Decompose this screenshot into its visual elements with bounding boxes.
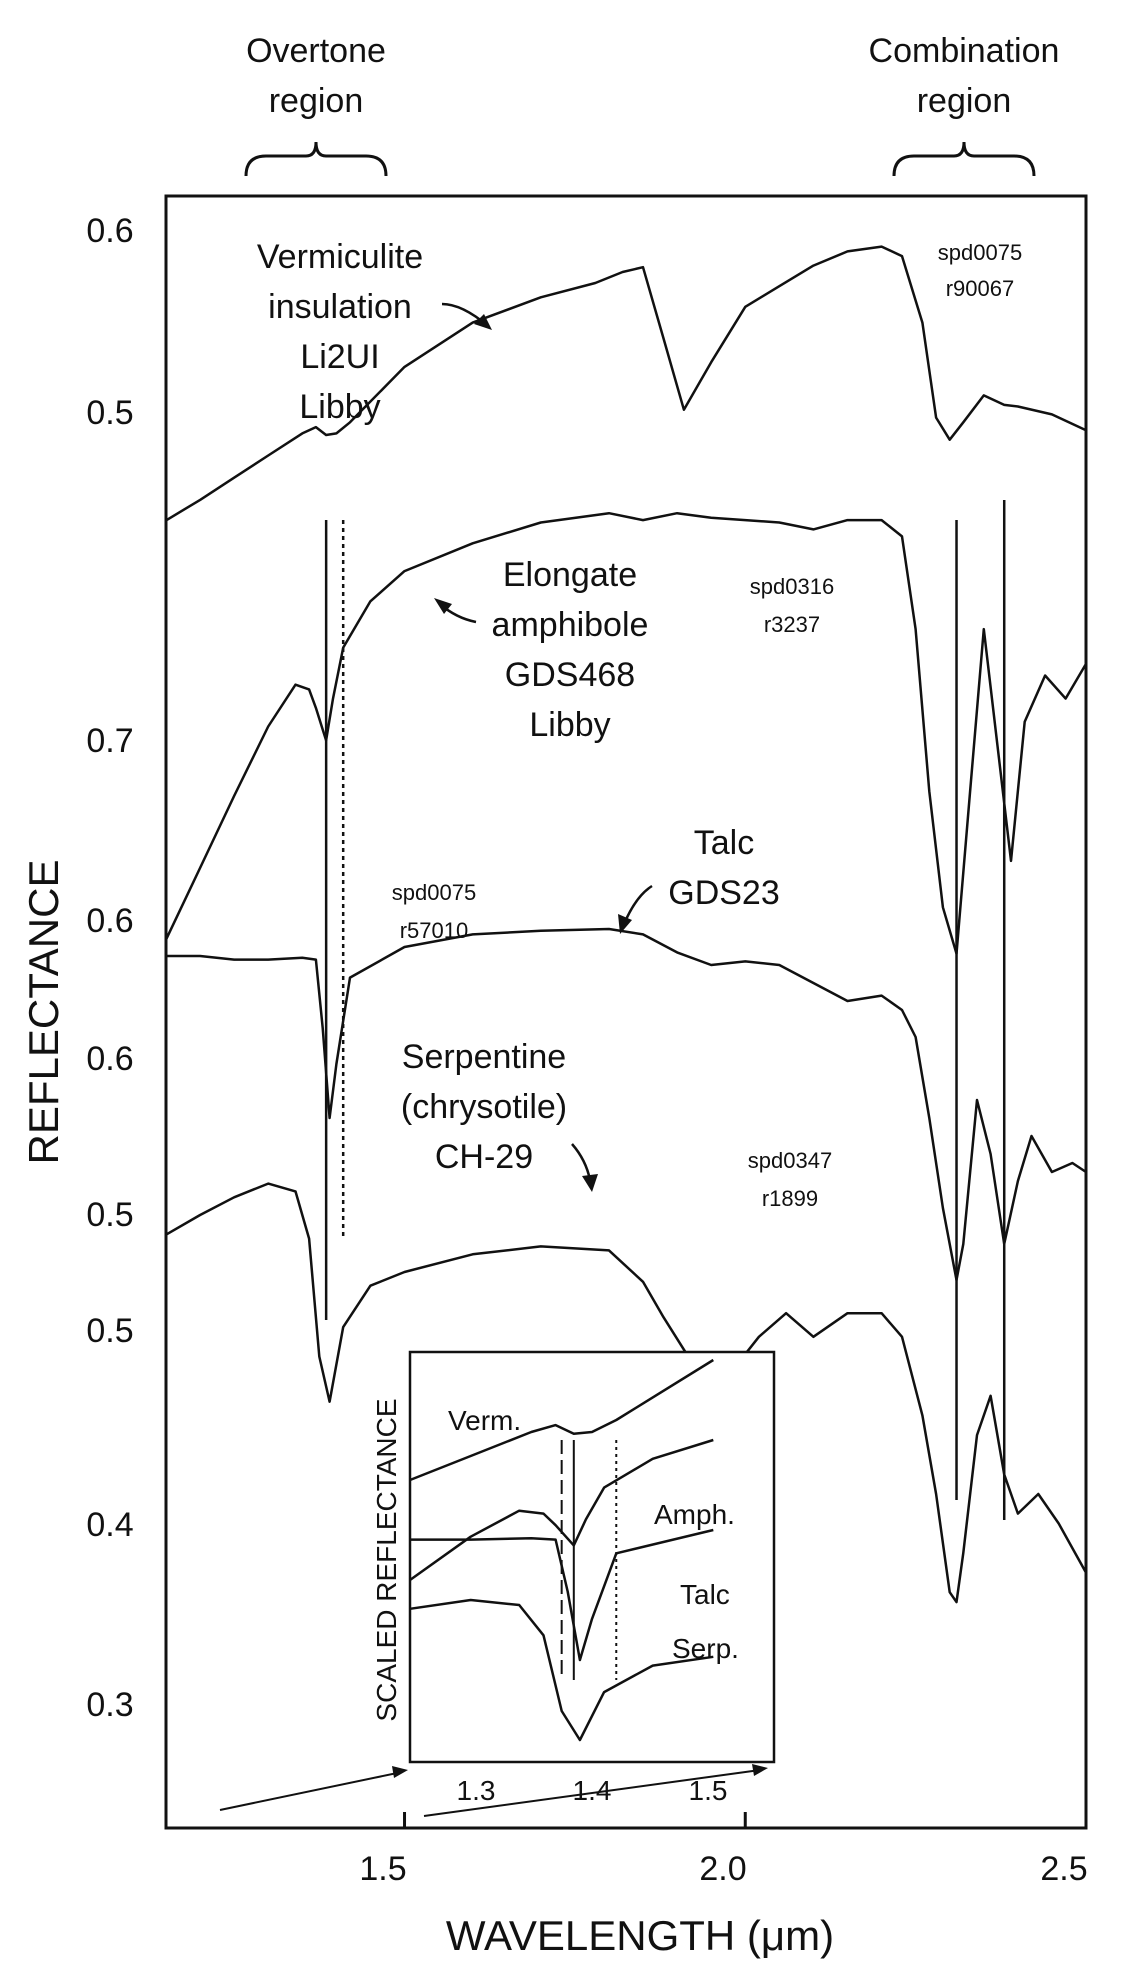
amph-label-2: amphibole [492, 606, 649, 644]
inset-label-amph: Amph. [654, 1499, 735, 1530]
overtone-brace [244, 141, 388, 177]
xtick-2.0: 2.0 [699, 1850, 746, 1888]
curve-talc [166, 927, 1087, 1282]
ytick-amph-0.7: 0.7 [86, 722, 133, 760]
ytick-verm-0.6: 0.6 [86, 212, 133, 250]
amph-id-1: spd0316 [750, 574, 834, 599]
overtone-label-line2: region [269, 82, 364, 120]
y-axis-title: REFLECTANCE [20, 860, 67, 1165]
inset-ylabel: SCALED REFLECTANCE [371, 1398, 402, 1721]
amph-label-4: Libby [529, 706, 610, 744]
inset-xtick-1.3: 1.3 [457, 1775, 496, 1806]
verm-label-3: Li2UI [300, 338, 379, 376]
combination-label-line1: Combination [869, 32, 1060, 70]
y-tick-labels: 0.6 0.5 0.7 0.6 0.6 0.5 0.5 0.4 0.3 [86, 212, 133, 1724]
serp-id-2: r1899 [762, 1186, 818, 1211]
verm-id-2: r90067 [946, 276, 1015, 301]
verm-label-4: Libby [299, 388, 380, 426]
inset-curve-vermiculite [409, 1358, 714, 1482]
serp-id-1: spd0347 [748, 1148, 832, 1173]
serp-label-2: (chrysotile) [401, 1088, 567, 1126]
inset-frame [408, 1350, 776, 1764]
inset-label-talc: Talc [680, 1579, 730, 1610]
verm-label-2: insulation [268, 288, 412, 326]
serp-arrowhead [582, 1174, 598, 1192]
verm-arrowhead [474, 314, 492, 330]
verm-label-1: Vermiculite [257, 238, 423, 276]
serp-label-3: CH-29 [435, 1138, 533, 1176]
inset-curve-amphibole [409, 1438, 714, 1582]
ytick-serp-0.5: 0.5 [86, 1312, 133, 1350]
talc-id-1: spd0075 [392, 880, 476, 905]
combination-label-line2: region [917, 82, 1012, 120]
amph-label-3: GDS468 [505, 656, 635, 694]
xtick-2.5: 2.5 [1040, 1850, 1087, 1888]
inset-pointer-left-head [392, 1766, 408, 1778]
talc-label-1: Talc [694, 824, 754, 862]
ytick-verm-0.5: 0.5 [86, 394, 133, 432]
amph-arrowhead [434, 598, 452, 614]
inset: SCALED REFLECTANCE Verm. Amph. Talc Serp… [219, 1350, 776, 1817]
overtone-label-line1: Overtone [246, 32, 386, 70]
serp-arrow [571, 1143, 592, 1181]
ytick-amph-0.6: 0.6 [86, 902, 133, 940]
verm-id-1: spd0075 [938, 240, 1022, 265]
talc-label-2: GDS23 [668, 874, 780, 912]
x-tick-labels: 1.5 2.0 2.5 [359, 1850, 1087, 1888]
curve-amphibole [164, 511, 1088, 955]
ytick-serp-0.3: 0.3 [86, 1686, 133, 1724]
amph-id-2: r3237 [764, 612, 820, 637]
plot-frame [164, 194, 1088, 1830]
combination-brace [892, 141, 1036, 177]
inset-xtick-1.5: 1.5 [689, 1775, 728, 1806]
amph-label-1: Elongate [503, 556, 637, 594]
spectra-curves [164, 245, 1088, 1828]
inset-curves [409, 1358, 714, 1742]
x-axis-title: WAVELENGTH (μm) [446, 1912, 834, 1959]
xtick-1.5: 1.5 [359, 1850, 406, 1888]
talc-id-2: r57010 [400, 918, 469, 943]
region-labels: Overtone region Combination region [244, 32, 1060, 177]
inset-label-verm: Verm. [448, 1405, 521, 1436]
curve-vermiculite [165, 245, 1087, 522]
sample-labels: Vermiculite insulation Li2UI Libby spd00… [257, 238, 1022, 1211]
ytick-serp-0.4: 0.4 [86, 1506, 133, 1544]
inset-pointer-left [219, 1771, 403, 1811]
inset-pointer-right [423, 1769, 761, 1817]
talc-arrowhead [618, 914, 632, 934]
talc-arrow [622, 884, 653, 925]
ytick-talc-0.6: 0.6 [86, 1040, 133, 1078]
serp-label-1: Serpentine [402, 1038, 566, 1076]
inset-curve-talc [410, 1528, 714, 1662]
ytick-talc-0.5: 0.5 [86, 1196, 133, 1234]
inset-curve-serpentine [409, 1598, 714, 1742]
inset-label-serp: Serp. [672, 1633, 739, 1664]
inset-pointer-right-head [752, 1764, 768, 1776]
